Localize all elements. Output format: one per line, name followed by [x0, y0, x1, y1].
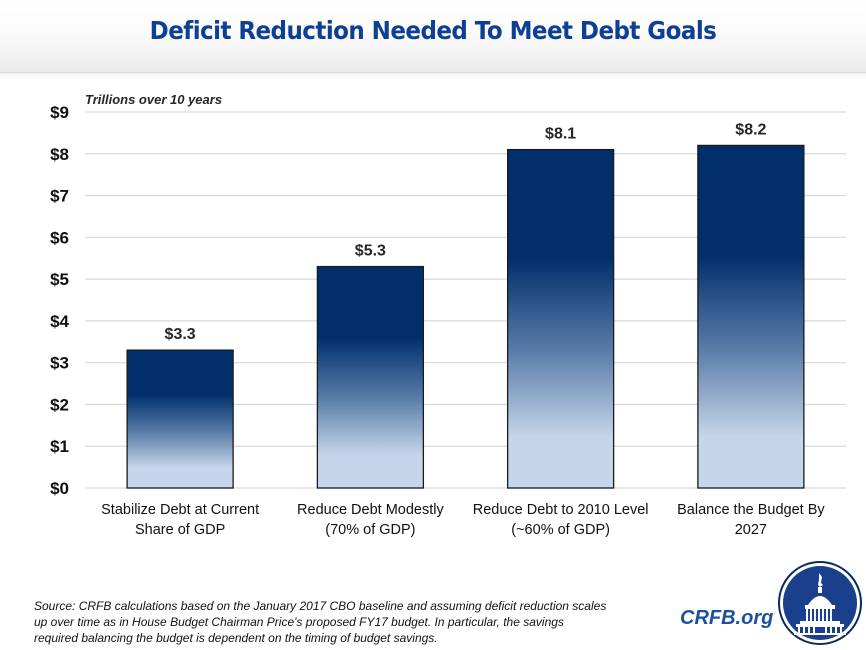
data-label: $5.3 — [355, 243, 386, 260]
x-tick-label-line: (~60% of GDP) — [511, 522, 610, 538]
data-label: $8.2 — [735, 121, 766, 138]
data-label: $8.1 — [545, 126, 576, 143]
y-tick-label: $7 — [50, 187, 69, 206]
source-line: up over time as in House Budget Chairman… — [34, 615, 564, 629]
capitol-dome-icon — [778, 561, 862, 645]
bar — [316, 265, 425, 489]
y-tick-label: $1 — [50, 437, 69, 456]
y-tick-label: $6 — [50, 228, 69, 247]
bar — [126, 349, 234, 489]
x-tick-label-line: 2027 — [734, 522, 767, 538]
y-tick-label: $4 — [50, 312, 69, 331]
x-tick-label-line: Reduce Debt to 2010 Level — [472, 502, 649, 518]
x-tick-label-line: Balance the Budget By — [677, 502, 825, 518]
bar — [697, 144, 805, 489]
y-tick-label: $3 — [50, 354, 69, 373]
bars — [126, 144, 805, 489]
chart-subtitle: Trillions over 10 years — [85, 92, 223, 107]
y-axis: $0 $1 $2 $3 $4 $5 $6 $7 $8 $9 — [50, 103, 69, 498]
x-tick-label: Balance the Budget By 2027 — [661, 500, 841, 540]
y-tick-label: $8 — [50, 145, 69, 164]
x-tick-label-line: (70% of GDP) — [325, 522, 416, 538]
source-note: Source: CRFB calculations based on the J… — [34, 598, 634, 646]
source-line: Source: CRFB calculations based on the J… — [34, 599, 607, 613]
x-tick-label-line: Stabilize Debt at Current — [101, 502, 260, 518]
brand-link[interactable]: CRFB.org — [680, 607, 774, 629]
y-tick-label: $0 — [50, 479, 69, 498]
y-tick-label: $2 — [50, 395, 69, 414]
data-label: $3.3 — [165, 326, 196, 343]
data-labels: $3.3 $5.3 $8.1 $8.2 — [165, 121, 767, 343]
bar — [506, 148, 615, 489]
source-line: required balancing the budget is depende… — [34, 631, 438, 645]
x-tick-label: Stabilize Debt at Current Share of GDP — [90, 500, 270, 540]
y-tick-label: $5 — [50, 270, 69, 289]
x-tick-label-line: Share of GDP — [134, 522, 226, 538]
y-tick-label: $9 — [50, 103, 69, 122]
x-tick-label-line: Reduce Debt Modestly — [297, 502, 444, 518]
x-tick-label: Reduce Debt to 2010 Level (~60% of GDP) — [471, 500, 651, 540]
header-separator — [0, 73, 866, 81]
chart-title: Deficit Reduction Needed To Meet Debt Go… — [149, 16, 717, 45]
x-tick-label: Reduce Debt Modestly (70% of GDP) — [280, 500, 460, 540]
header-band — [0, 0, 866, 73]
